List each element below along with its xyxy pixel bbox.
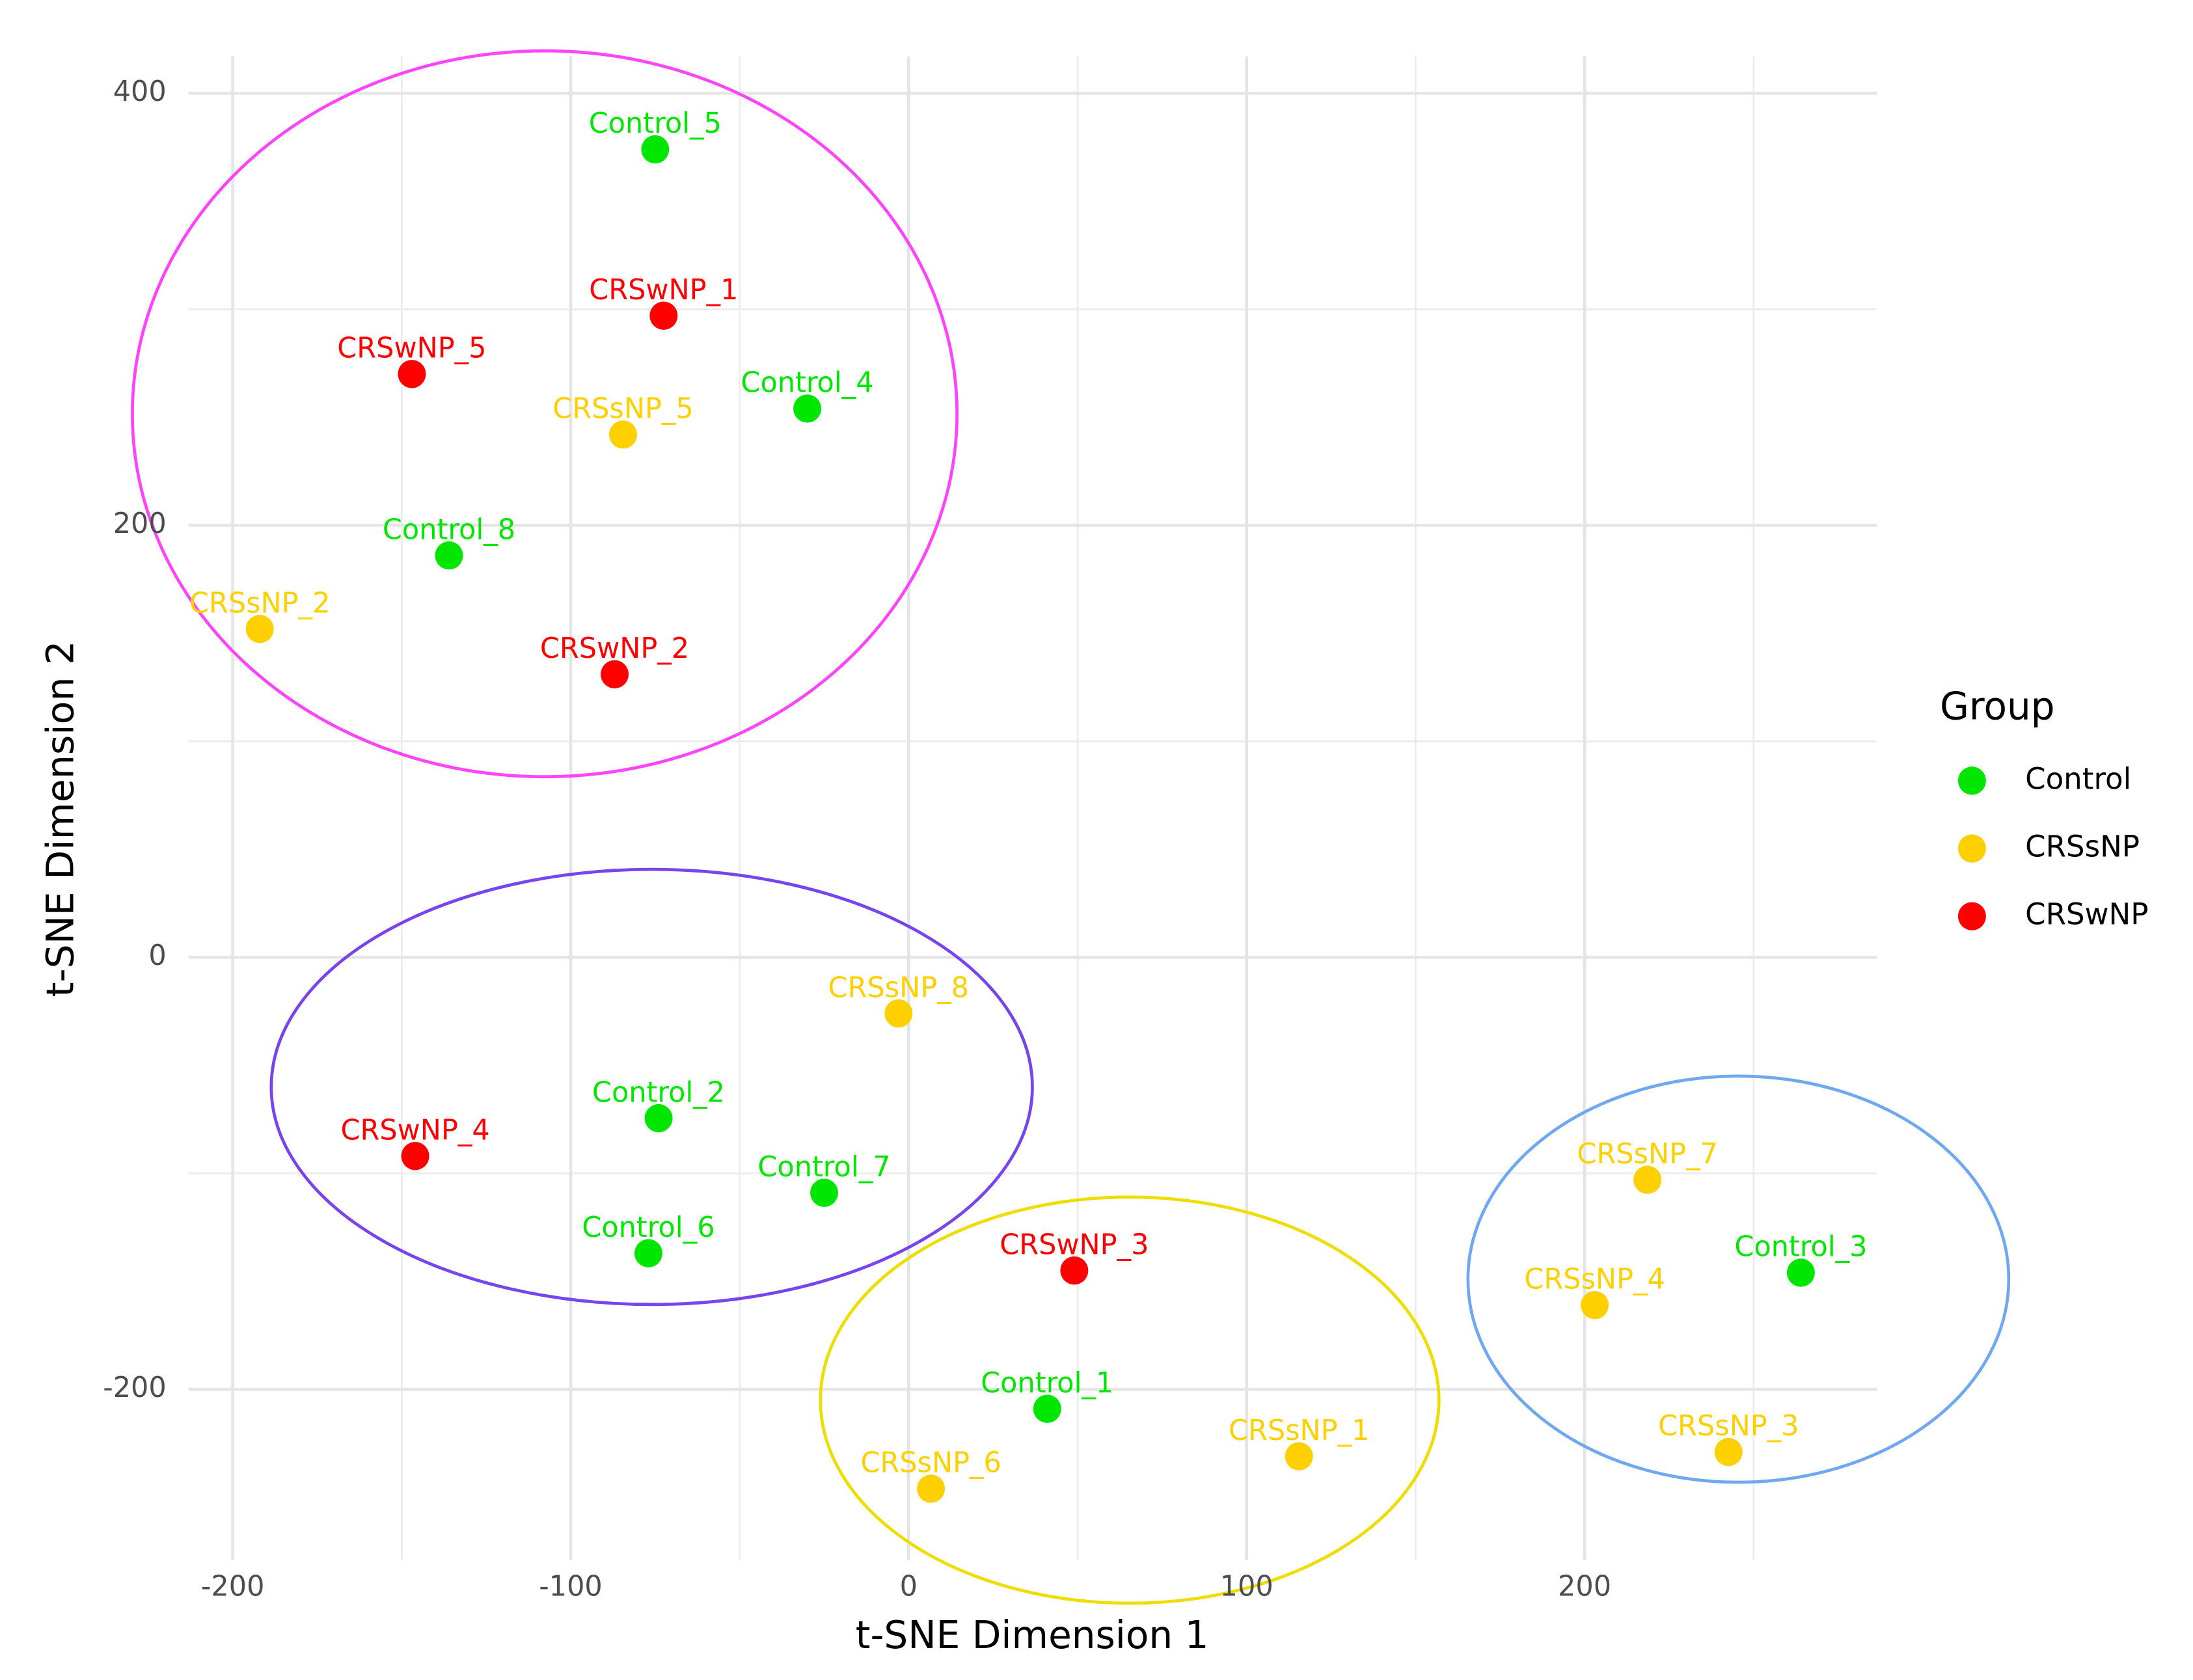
grid [189, 56, 1877, 1560]
y-tick-label: 0 [148, 940, 166, 972]
point-label: CRSwNP_2 [540, 632, 689, 665]
point-label: CRSwNP_3 [1000, 1228, 1149, 1261]
legend-title: Group [1940, 684, 2055, 728]
y-tick-label: 200 [113, 508, 167, 540]
cluster-ellipse [269, 867, 1034, 1307]
point [884, 999, 913, 1028]
point-label: CRSsNP_7 [1577, 1138, 1717, 1171]
point-label: Control_5 [589, 107, 722, 140]
legend-marker [1957, 834, 1986, 863]
point [1786, 1258, 1815, 1287]
point-label: Control_8 [383, 513, 515, 546]
point [609, 420, 637, 449]
y-tick-label: 400 [113, 75, 167, 108]
cluster-ellipse [819, 1195, 1441, 1605]
point [245, 614, 274, 644]
y-tick-label: -200 [103, 1372, 167, 1404]
point-label: Control_3 [1734, 1230, 1867, 1263]
point-label: CRSsNP_8 [828, 971, 969, 1004]
point [641, 135, 670, 164]
point [1633, 1165, 1662, 1194]
point-label: CRSsNP_3 [1658, 1410, 1799, 1443]
point-label: Control_2 [592, 1076, 725, 1109]
point [401, 1142, 429, 1171]
point-label: Control_4 [741, 366, 873, 399]
point-label: Control_7 [757, 1151, 890, 1184]
legend-label: CRSwNP [2025, 897, 2148, 932]
point [810, 1178, 839, 1207]
point [917, 1474, 946, 1503]
point-label: CRSsNP_4 [1524, 1263, 1665, 1295]
x-tick-label: -200 [201, 1570, 265, 1603]
point-label: CRSwNP_1 [589, 274, 738, 306]
x-tick-label: 200 [1558, 1570, 1611, 1603]
legend-marker [1957, 902, 1986, 930]
cluster-ellipse [1466, 1074, 2011, 1484]
point-label: CRSwNP_5 [337, 332, 486, 364]
point-label: Control_6 [582, 1212, 715, 1244]
point-label: CRSwNP_4 [340, 1114, 489, 1146]
legend-label: Control [2025, 761, 2131, 796]
point [793, 394, 822, 423]
point [1285, 1442, 1313, 1470]
x-tick-label: 100 [1220, 1570, 1274, 1603]
x-tick-label: 0 [900, 1570, 918, 1603]
legend-label: CRSsNP [2025, 829, 2140, 863]
point [1033, 1394, 1061, 1423]
point [398, 360, 426, 388]
point-label: CRSsNP_1 [1229, 1415, 1369, 1447]
y-axis-title: t-SNE Dimension 2 [38, 640, 83, 997]
point [1060, 1256, 1089, 1285]
point [1581, 1291, 1609, 1320]
point-label: CRSsNP_2 [189, 587, 330, 619]
point [435, 541, 463, 570]
point [644, 1104, 673, 1133]
point-label: Control_1 [981, 1367, 1113, 1400]
point [634, 1239, 662, 1267]
point-label: CRSsNP_5 [552, 392, 693, 425]
point [649, 301, 678, 330]
point [1714, 1437, 1743, 1467]
x-tick-label: -100 [539, 1570, 603, 1603]
point [601, 660, 629, 689]
cluster-ellipse [131, 49, 959, 779]
legend-marker [1957, 766, 1986, 795]
x-axis-title: t-SNE Dimension 1 [856, 1613, 1209, 1657]
marks: Control_5 Control_4 Control_8 Control_2 Cont… [131, 49, 2011, 1605]
point-label: CRSsNP_6 [860, 1446, 1001, 1479]
